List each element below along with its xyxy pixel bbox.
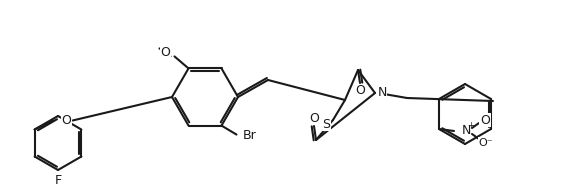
Text: O: O — [161, 46, 171, 59]
Text: O: O — [355, 84, 365, 98]
Text: O: O — [61, 114, 71, 127]
Text: O⁻: O⁻ — [478, 138, 494, 148]
Text: S: S — [322, 118, 330, 131]
Text: N: N — [461, 124, 471, 137]
Text: N: N — [378, 87, 387, 99]
Text: Br: Br — [242, 129, 256, 142]
Text: O: O — [480, 113, 490, 127]
Text: F: F — [55, 174, 61, 186]
Text: +: + — [467, 122, 474, 131]
Text: O: O — [309, 112, 319, 124]
